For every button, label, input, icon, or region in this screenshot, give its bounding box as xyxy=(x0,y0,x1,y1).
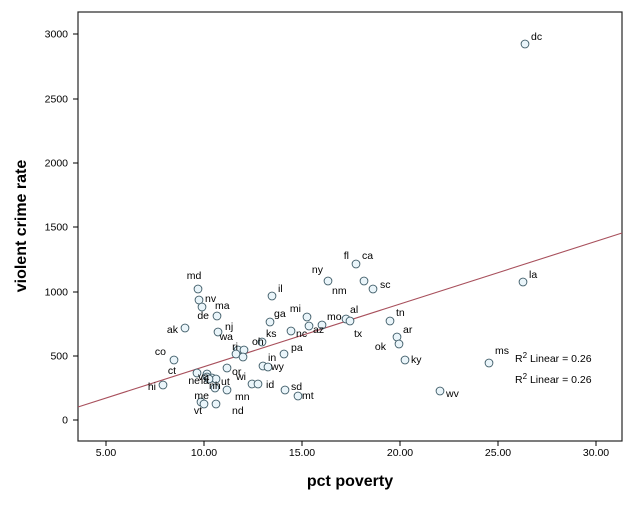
svg-text:tx: tx xyxy=(354,328,363,340)
svg-text:al: al xyxy=(350,304,358,316)
svg-text:wi: wi xyxy=(235,371,246,383)
svg-text:sc: sc xyxy=(380,279,391,291)
svg-text:fl: fl xyxy=(344,250,349,262)
svg-text:dc: dc xyxy=(531,31,542,43)
svg-text:md: md xyxy=(187,270,202,282)
svg-text:5.00: 5.00 xyxy=(96,447,117,459)
svg-text:nh: nh xyxy=(209,380,221,392)
svg-text:wy: wy xyxy=(270,361,285,373)
svg-text:ak: ak xyxy=(167,324,179,336)
svg-text:mn: mn xyxy=(235,391,250,403)
svg-text:ar: ar xyxy=(403,324,413,336)
svg-text:co: co xyxy=(155,346,166,358)
svg-text:15.00: 15.00 xyxy=(289,447,315,459)
svg-text:hi: hi xyxy=(148,381,156,393)
svg-text:de: de xyxy=(197,310,209,322)
svg-text:violent crime rate: violent crime rate xyxy=(13,160,30,293)
svg-text:az: az xyxy=(313,324,324,336)
svg-text:0: 0 xyxy=(62,415,68,427)
svg-text:me: me xyxy=(194,390,209,402)
svg-text:il: il xyxy=(278,283,283,295)
svg-text:ut: ut xyxy=(221,376,230,388)
svg-text:2500: 2500 xyxy=(45,94,69,106)
svg-text:ok: ok xyxy=(375,341,387,353)
svg-text:tn: tn xyxy=(396,307,405,319)
svg-text:oh: oh xyxy=(252,336,264,348)
svg-text:pa: pa xyxy=(291,342,303,354)
svg-text:ny: ny xyxy=(312,264,324,276)
svg-text:nd: nd xyxy=(232,405,244,417)
svg-text:ia: ia xyxy=(201,375,209,387)
svg-text:20.00: 20.00 xyxy=(387,447,413,459)
svg-text:R2 Linear = 0.26: R2 Linear = 0.26 xyxy=(515,372,592,387)
svg-text:id: id xyxy=(266,379,274,391)
svg-text:3000: 3000 xyxy=(45,29,69,41)
svg-text:R2 Linear = 0.26: R2 Linear = 0.26 xyxy=(515,351,592,366)
svg-text:10.00: 10.00 xyxy=(191,447,217,459)
svg-text:30.00: 30.00 xyxy=(583,447,609,459)
svg-text:wa: wa xyxy=(219,331,234,343)
svg-text:nm: nm xyxy=(332,285,347,297)
svg-text:pct poverty: pct poverty xyxy=(307,473,393,490)
svg-text:mo: mo xyxy=(327,311,342,323)
svg-text:mi: mi xyxy=(290,303,301,315)
svg-text:ne: ne xyxy=(188,375,200,387)
svg-text:ks: ks xyxy=(266,328,277,340)
svg-text:vt: vt xyxy=(194,405,202,417)
svg-text:wv: wv xyxy=(445,388,460,400)
svg-text:2000: 2000 xyxy=(45,158,69,170)
svg-text:25.00: 25.00 xyxy=(485,447,511,459)
svg-text:mt: mt xyxy=(302,390,314,402)
svg-text:ms: ms xyxy=(495,345,509,357)
svg-text:ga: ga xyxy=(274,308,286,320)
svg-text:nc: nc xyxy=(296,328,307,340)
svg-text:ri: ri xyxy=(232,341,238,353)
svg-text:sd: sd xyxy=(291,381,302,393)
svg-text:la: la xyxy=(529,269,537,281)
svg-text:ky: ky xyxy=(411,354,422,366)
svg-text:ct: ct xyxy=(168,365,176,377)
svg-text:ma: ma xyxy=(215,300,230,312)
svg-text:ca: ca xyxy=(362,250,373,262)
svg-text:1000: 1000 xyxy=(45,287,69,299)
svg-text:500: 500 xyxy=(50,351,68,363)
svg-text:1500: 1500 xyxy=(45,222,69,234)
